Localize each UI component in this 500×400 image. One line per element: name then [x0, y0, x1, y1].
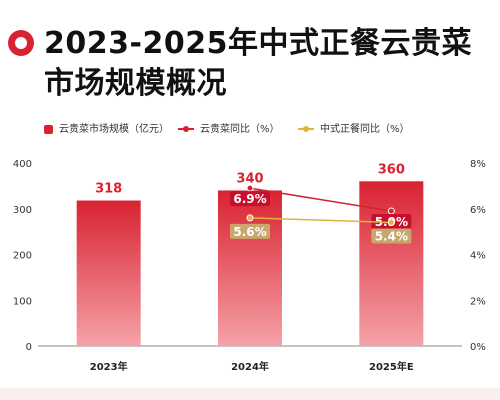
bar-value-label: 360	[378, 162, 405, 177]
series-point	[246, 214, 254, 222]
legend-label-yungui-yoy: 云贵菜同比（%）	[200, 124, 280, 135]
bar	[76, 200, 141, 346]
legend-item-market-size: 云贵菜市场规模（亿元）	[44, 124, 169, 136]
legend-gold-line-swatch	[298, 126, 314, 132]
x-category-label: 2025年E	[369, 360, 414, 373]
bottom-band	[0, 388, 500, 400]
right-axis-tick-label: 2%	[470, 296, 486, 307]
legend-label-zhengcan-yoy: 中式正餐同比（%）	[320, 124, 410, 135]
x-category-label: 2024年	[231, 360, 269, 373]
series-line	[249, 217, 392, 224]
series-value-label: 5.6%	[233, 225, 266, 239]
bar	[359, 181, 424, 346]
left-axis-tick-label: 100	[13, 296, 32, 307]
x-category-label: 2023年	[90, 360, 128, 373]
series-label-box	[230, 191, 270, 207]
right-axis-tick-label: 0%	[470, 342, 486, 353]
series-value-label: 5.4%	[375, 229, 408, 243]
bar-value-label: 340	[236, 171, 263, 186]
bar-value-label: 318	[95, 182, 122, 197]
legend-item-yungui-yoy: 云贵菜同比（%）	[178, 124, 280, 136]
series-line	[249, 187, 392, 212]
series-point	[246, 184, 254, 192]
left-axis-tick-label: 200	[13, 251, 32, 262]
bar	[218, 190, 282, 346]
left-axis-tick-label: 0	[26, 342, 32, 353]
series-value-label: 6.9%	[233, 192, 266, 206]
series-label-box	[371, 228, 412, 244]
series-point	[387, 218, 395, 226]
title-circle-icon	[8, 30, 34, 56]
series-point	[387, 207, 395, 215]
legend-label-market-size: 云贵菜市场规模（亿元）	[59, 124, 169, 135]
left-axis-tick-label: 400	[13, 159, 32, 170]
right-axis-tick-label: 6%	[470, 205, 486, 216]
right-axis-tick-label: 4%	[470, 251, 486, 262]
chart-title: 2023-2025年中式正餐云贵菜市场规模概况	[44, 26, 472, 101]
legend-bar-swatch	[44, 124, 53, 134]
left-axis-tick-label: 300	[13, 205, 32, 216]
right-axis-tick-label: 8%	[470, 159, 486, 170]
series-label-box	[230, 223, 270, 239]
legend-red-line-swatch	[178, 126, 194, 132]
legend-item-zhengcan-yoy: 中式正餐同比（%）	[298, 124, 410, 136]
